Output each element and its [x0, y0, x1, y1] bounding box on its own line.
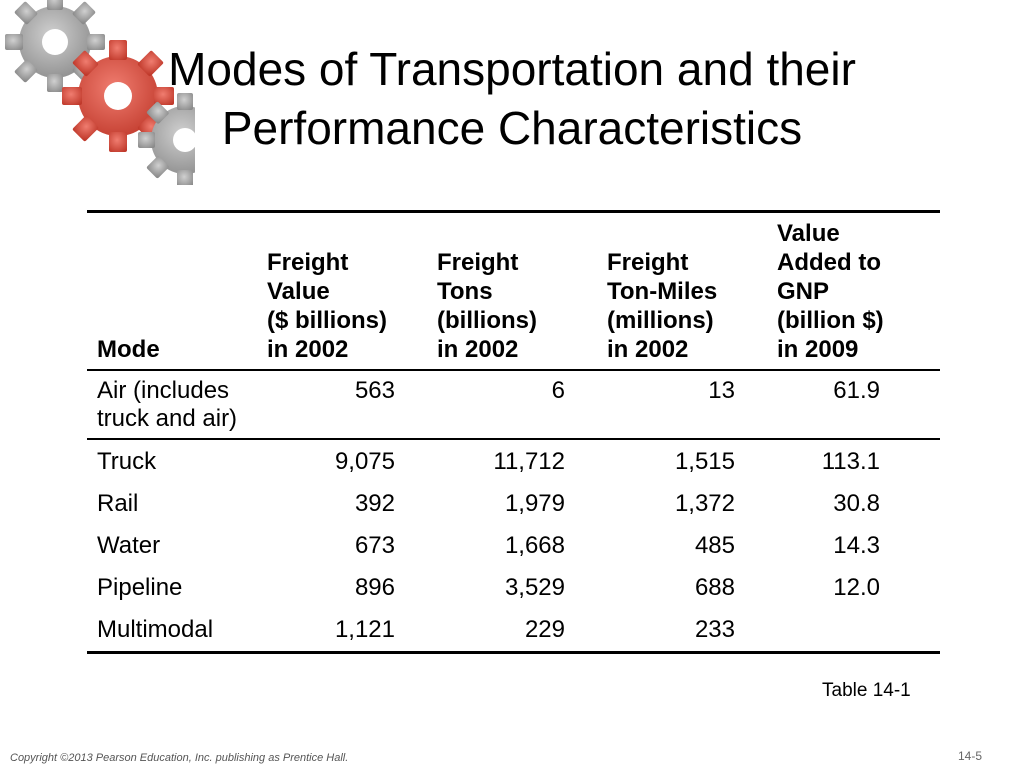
cell-freight-ton-miles: 485: [694, 532, 735, 559]
cell-freight-value: 673: [354, 532, 395, 559]
red-gear: [62, 40, 174, 152]
table-row-multimodal: Multimodal 1,121 229 233: [87, 609, 940, 653]
cell-mode: Water: [97, 532, 161, 559]
cell-value-added: 12.0: [833, 574, 880, 601]
table-row-truck: Truck 9,075 11,712 1,515 113.1: [87, 439, 940, 483]
cell-value-added: 61.9: [833, 377, 880, 404]
cell-freight-value: 392: [354, 490, 395, 517]
cell-freight-tons: 3,529: [504, 574, 565, 601]
slide-title-line-1: Modes of Transportation and their: [168, 43, 856, 95]
cell-freight-value: 563: [354, 377, 395, 404]
transportation-table-container: Mode Freight Value ($ billions) in 2002 …: [87, 210, 940, 654]
table-row-rail: Rail 392 1,979 1,372 30.8: [87, 483, 940, 525]
cell-value-added: 14.3: [833, 532, 880, 559]
cell-freight-value: 1,121: [334, 616, 395, 643]
table-header-row: Mode Freight Value ($ billions) in 2002 …: [87, 211, 940, 370]
cell-freight-tons: 229: [524, 616, 565, 643]
cell-mode: Rail: [97, 490, 139, 517]
slide-title-line-2: Performance Characteristics: [221, 102, 803, 154]
cell-value-added: 113.1: [821, 448, 880, 475]
cell-freight-value: 9,075: [334, 448, 395, 475]
cell-freight-ton-miles: 13: [708, 377, 735, 404]
cell-mode: Pipeline: [97, 574, 183, 601]
slide-title: Modes of Transportation and their Perfor…: [80, 40, 944, 158]
transportation-table: Mode Freight Value ($ billions) in 2002 …: [87, 210, 940, 654]
gears-icon: [5, 0, 195, 185]
table-row-air: Air (includes truck and air) 563 6 13 61…: [87, 370, 940, 439]
cell-freight-ton-miles: 688: [694, 574, 735, 601]
cell-mode: Truck: [97, 448, 157, 475]
cell-freight-ton-miles: 233: [694, 616, 735, 643]
header-value-added-gnp: Value Added to GNP (billion $) in 2009: [777, 220, 884, 363]
header-mode: Mode: [97, 336, 160, 363]
table-row-pipeline: Pipeline 896 3,529 688 12.0: [87, 567, 940, 609]
header-freight-value: Freight Value ($ billions) in 2002: [267, 249, 387, 363]
cell-freight-tons: 6: [551, 377, 565, 404]
copyright-notice: Copyright ©2013 Pearson Education, Inc. …: [10, 752, 349, 764]
cell-freight-tons: 11,712: [493, 448, 565, 475]
cell-mode-air: Air (includes truck and air): [97, 377, 238, 432]
header-freight-tons: Freight Tons (billions) in 2002: [437, 249, 537, 363]
cell-freight-tons: 1,979: [504, 490, 565, 517]
cell-mode: Multimodal: [97, 616, 214, 643]
table-row-water: Water 673 1,668 485 14.3: [87, 525, 940, 567]
page-number: 14-5: [958, 749, 983, 763]
table-caption: Table 14-1: [822, 680, 911, 701]
cell-freight-ton-miles: 1,515: [674, 448, 735, 475]
cell-freight-tons: 1,668: [504, 532, 565, 559]
cell-freight-value: 896: [354, 574, 395, 601]
cell-freight-ton-miles: 1,372: [674, 490, 735, 517]
gray-gear-bottom: [138, 93, 195, 185]
cell-value-added: 30.8: [833, 490, 880, 517]
header-freight-ton-miles: Freight Ton-Miles (millions) in 2002: [607, 249, 718, 363]
cell-value-added: [767, 609, 940, 653]
